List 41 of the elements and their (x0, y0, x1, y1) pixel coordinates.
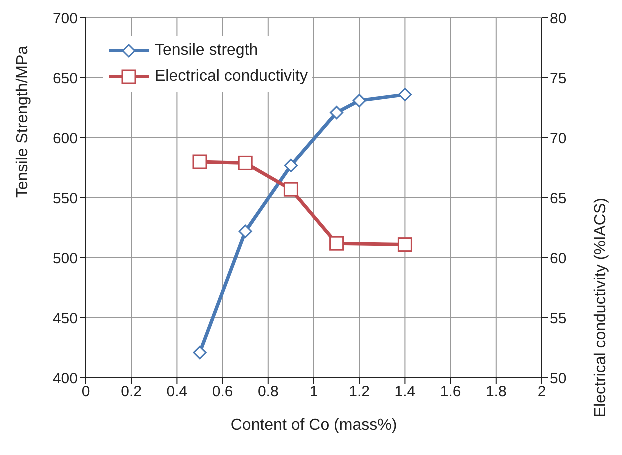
point (284, 158, 298, 172)
y-tick-label: 450 (52, 310, 78, 328)
y2-tick-label: 80 (550, 10, 567, 28)
y2-tick-label: 65 (550, 190, 567, 208)
y2-axis-title: Electrical conductivity (%IACS) (592, 198, 610, 418)
x-tick-label: 0.8 (258, 384, 279, 401)
y2-tick-label: 75 (550, 70, 567, 88)
point (238, 156, 253, 170)
point (398, 238, 412, 252)
x-tick-label: 2 (538, 384, 546, 401)
point (398, 88, 412, 102)
y-tick-label: 700 (52, 10, 78, 28)
y-tick-label: 650 (52, 70, 78, 88)
point (352, 94, 366, 108)
x-tick-label: 0.2 (121, 384, 142, 401)
y2-tick-label: 70 (550, 130, 567, 148)
y-tick-label: 550 (52, 190, 78, 208)
point (192, 154, 208, 170)
x-tick-label: 0 (82, 384, 90, 401)
x-tick-label: 1.4 (394, 384, 416, 401)
x-tick-label: 1 (310, 384, 318, 401)
y-tick-label: 400 (52, 370, 78, 388)
x-tick-label: 1.2 (349, 384, 370, 401)
y2-tick-label: 60 (550, 250, 567, 268)
y-axis-title: Tensile Strength/MPa (14, 46, 32, 198)
x-axis-title: Content of Co (mass%) (230, 417, 398, 434)
point (238, 224, 252, 238)
legend-label: Tensile stregth (155, 42, 258, 60)
point (330, 236, 344, 251)
x-tick-label: 0.6 (212, 384, 234, 401)
point (284, 182, 298, 197)
x-tick-label: 1.8 (486, 384, 507, 401)
x-tick-label: 1.6 (440, 384, 462, 401)
y2-tick-label: 50 (550, 370, 567, 388)
y-tick-label: 600 (52, 130, 78, 148)
point (193, 346, 207, 360)
y-tick-label: 500 (52, 250, 78, 268)
legend-label: Electrical conductivity (155, 68, 308, 86)
point (330, 106, 344, 120)
x-tick-label: 0.4 (166, 384, 188, 401)
y2-tick-label: 55 (550, 310, 567, 328)
